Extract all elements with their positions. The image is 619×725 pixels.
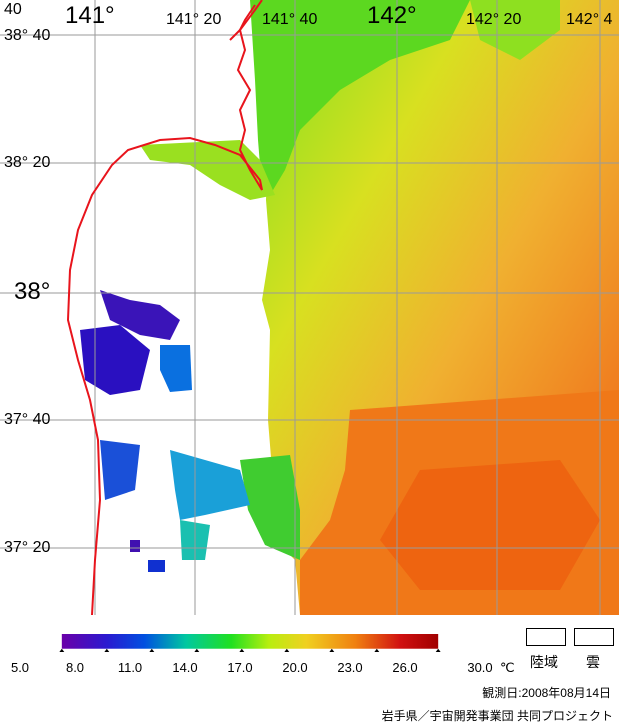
credit-line: 岩手県／宇宙開発事業団 共同プロジェクト [381,709,613,723]
lat-label-38-40: 38° 40 [4,27,51,44]
colorbar-tick: 11.0 [117,660,143,675]
lon-label-141: 141° [65,2,115,29]
cold-patch-small [130,540,140,552]
coastal-green-south [240,455,300,560]
land-legend-label: 陸域 [530,654,558,670]
cloud-legend-swatch [574,628,614,646]
observation-date: 観測日:2008年08月14日 [482,686,611,700]
lon-label-142-20: 142° 20 [466,11,522,28]
cool-water-north [250,0,470,195]
lat-label-38-20: 38° 20 [4,154,51,171]
cold-patch-south [170,450,250,520]
temperature-unit: ℃ [500,660,515,675]
warm-water-core [380,460,600,590]
cold-patch-bay [80,325,150,395]
colorbar-tick: 8.0 [65,660,85,675]
lat-label-38: 38° [14,278,51,305]
colorbar-tick: 26.0 [392,660,418,675]
lon-label-142: 142° [367,2,417,29]
graticule [0,0,619,615]
lat-label-37-20: 37° 20 [4,539,51,556]
cool-water-coastal-north [140,140,275,200]
lat-label-37-40: 37° 40 [4,411,51,428]
colorbar-tick: 5.0 [10,660,30,675]
lon-label-142-40: 142° 4 [566,11,613,28]
cloud-legend-label: 雲 [586,654,600,670]
lon-label-141-20: 141° 20 [166,11,222,28]
corner-fragment-label: 40 [4,1,22,18]
colorbar-tick: 14.0 [172,660,198,675]
cold-patch-bay-2 [100,290,180,340]
land-legend-swatch [526,628,566,646]
cool-water-northeast [470,0,560,60]
cold-patch-east [160,345,192,392]
coastline-north [229,4,256,41]
colorbar-tick: 17.0 [227,660,253,675]
colorbar-tick: 30.0 [467,660,493,675]
colorbar-tick: 23.0 [337,660,363,675]
cold-patch-small-2 [148,560,165,572]
colorbar-tick: 20.0 [282,660,308,675]
coastline [66,0,263,615]
cold-patch-coast [100,440,140,500]
sst-map [0,0,619,615]
temperature-colorbar [59,634,441,652]
lon-label-141-40: 141° 40 [262,11,318,28]
